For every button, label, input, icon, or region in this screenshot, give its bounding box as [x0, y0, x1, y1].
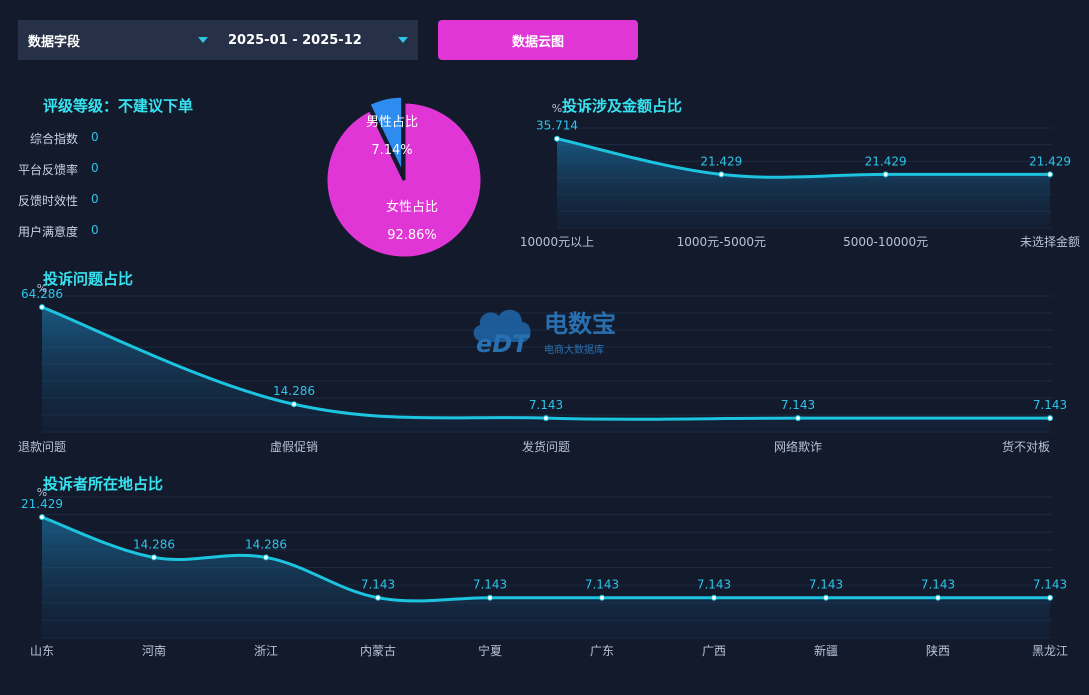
data-value-label: 7.143 — [361, 578, 395, 592]
x-tick-label: 河南 — [142, 643, 166, 658]
data-point — [1047, 415, 1053, 422]
data-value-label: 14.286 — [245, 537, 287, 551]
x-tick-label: 山东 — [30, 644, 54, 658]
pie-slice — [324, 100, 484, 260]
x-tick-label: 新疆 — [814, 643, 838, 658]
data-point — [711, 594, 717, 601]
rating-title: 评级等级：不建议下单 — [43, 97, 194, 115]
x-tick-label: 浙江 — [254, 644, 278, 658]
data-point — [882, 171, 889, 178]
x-tick-label: 陕西 — [926, 643, 950, 658]
series-line — [41, 515, 1050, 603]
data-value-label: 7.143 — [529, 398, 563, 412]
data-point — [375, 594, 381, 601]
data-point — [1047, 594, 1053, 601]
data-value-label: 14.286 — [273, 384, 315, 398]
amount-chart-title: 投诉涉及金额占比 — [562, 97, 683, 115]
data-point — [599, 594, 605, 601]
data-point — [935, 594, 941, 601]
data-value-label: 7.143 — [1033, 398, 1067, 412]
cloud-icon — [473, 309, 531, 342]
x-tick-label: 黑龙江 — [1032, 644, 1068, 658]
x-tick-label: 广西 — [702, 644, 726, 658]
data-value-label: 64.286 — [21, 287, 63, 301]
x-tick-label: 货不对板 — [1002, 439, 1050, 454]
data-value-label: 21.429 — [700, 154, 742, 168]
y-axis-label: % — [37, 282, 47, 295]
x-tick-label: 5000-10000元 — [843, 235, 928, 249]
pie-value-label: 92.86% — [387, 228, 437, 243]
metric-value: 0 — [91, 130, 99, 144]
data-point — [39, 304, 45, 311]
data-point — [554, 135, 560, 142]
pie-category-label: 男性占比 — [366, 115, 418, 130]
data-value-label: 21.429 — [865, 154, 907, 168]
x-tick-label: 未选择金额 — [1020, 234, 1080, 249]
data-value-label: 21.429 — [1029, 154, 1071, 168]
data-value-label: 35.714 — [536, 119, 578, 133]
data-point — [823, 594, 829, 601]
gender-pie-chart: 男性占比 7.14% 女性占比 92.86% — [324, 94, 484, 260]
metric-value: 0 — [91, 223, 99, 237]
series-line — [556, 137, 1050, 179]
metric-label: 平台反馈率 — [17, 163, 78, 177]
data-value-label: 7.143 — [697, 578, 731, 592]
x-tick-label: 退款问题 — [18, 440, 66, 454]
data-value-label: 7.143 — [585, 578, 619, 592]
data-point — [263, 554, 269, 561]
x-tick-label: 宁夏 — [478, 643, 502, 658]
metric-value: 0 — [91, 192, 99, 206]
data-value-label: 7.143 — [473, 578, 507, 592]
data-value-label: 7.143 — [1033, 578, 1067, 592]
issue-chart-title: 投诉问题占比 — [43, 270, 134, 288]
data-point — [718, 171, 725, 178]
series-area — [557, 138, 1050, 228]
x-tick-label: 1000元-5000元 — [677, 235, 766, 249]
area-chart-2: 64.286 退款问题 14.286 虚假促销 7.143 发货问题 7.143 网络欺诈 7.… — [18, 282, 1067, 454]
data-point — [291, 401, 297, 408]
watermark-logo-text: eDT — [476, 330, 530, 358]
data-value-label: 7.143 — [921, 578, 955, 592]
data-point — [795, 415, 801, 422]
watermark-name: 电数宝 — [544, 310, 616, 338]
metric-label: 综合指数 — [29, 132, 78, 146]
watermark-subtitle: 电商大数据库 — [544, 343, 604, 356]
x-tick-label: 网络欺诈 — [774, 439, 822, 454]
x-tick-label: 广东 — [590, 644, 614, 658]
date-range-select[interactable]: 2025-01 - 2025-12 — [218, 20, 418, 60]
data-point — [39, 514, 45, 521]
x-tick-label: 虚假促销 — [270, 440, 318, 454]
data-value-label: 14.286 — [133, 537, 175, 551]
data-cloud-button[interactable]: 数据云图 — [438, 20, 638, 60]
data-value-label: 21.429 — [21, 497, 63, 511]
data-field-select-value: 数据字段 — [28, 34, 81, 50]
area-chart-3: 21.429 山东 14.286 河南 14.286 浙江 7.143 内蒙古 7.143 宁夏 7… — [21, 486, 1068, 658]
location-chart-title: 投诉者所在地占比 — [43, 475, 164, 493]
x-tick-label: 内蒙古 — [360, 643, 396, 658]
data-point — [487, 594, 493, 601]
data-value-label: 7.143 — [781, 398, 815, 412]
metric-label: 反馈时效性 — [17, 194, 78, 208]
data-point — [543, 415, 549, 422]
y-axis-label: % — [37, 486, 47, 499]
series-area — [42, 517, 1050, 638]
data-point — [151, 554, 157, 561]
y-axis-label: % — [552, 102, 562, 115]
chevron-down-icon[interactable] — [398, 37, 408, 43]
pie-slice — [366, 94, 405, 175]
metric-label: 用户满意度 — [17, 225, 78, 239]
chevron-down-icon[interactable] — [198, 37, 208, 43]
edt-watermark-logo: eDT 电数宝 电商大数据库 — [473, 309, 616, 358]
date-range-value: 2025-01 - 2025-12 — [228, 32, 362, 48]
x-tick-label: 10000元以上 — [520, 235, 594, 249]
pie-value-label: 7.14% — [371, 143, 412, 158]
metric-value: 0 — [91, 161, 99, 175]
area-chart-1: 35.714 10000元以上 21.429 1000元-5000元 21.429 500… — [520, 102, 1080, 249]
pie-category-label: 女性占比 — [386, 199, 438, 215]
data-field-select[interactable]: 数据字段 — [18, 20, 218, 60]
data-value-label: 7.143 — [809, 578, 843, 592]
x-tick-label: 发货问题 — [522, 439, 570, 454]
data-point — [1047, 171, 1053, 178]
